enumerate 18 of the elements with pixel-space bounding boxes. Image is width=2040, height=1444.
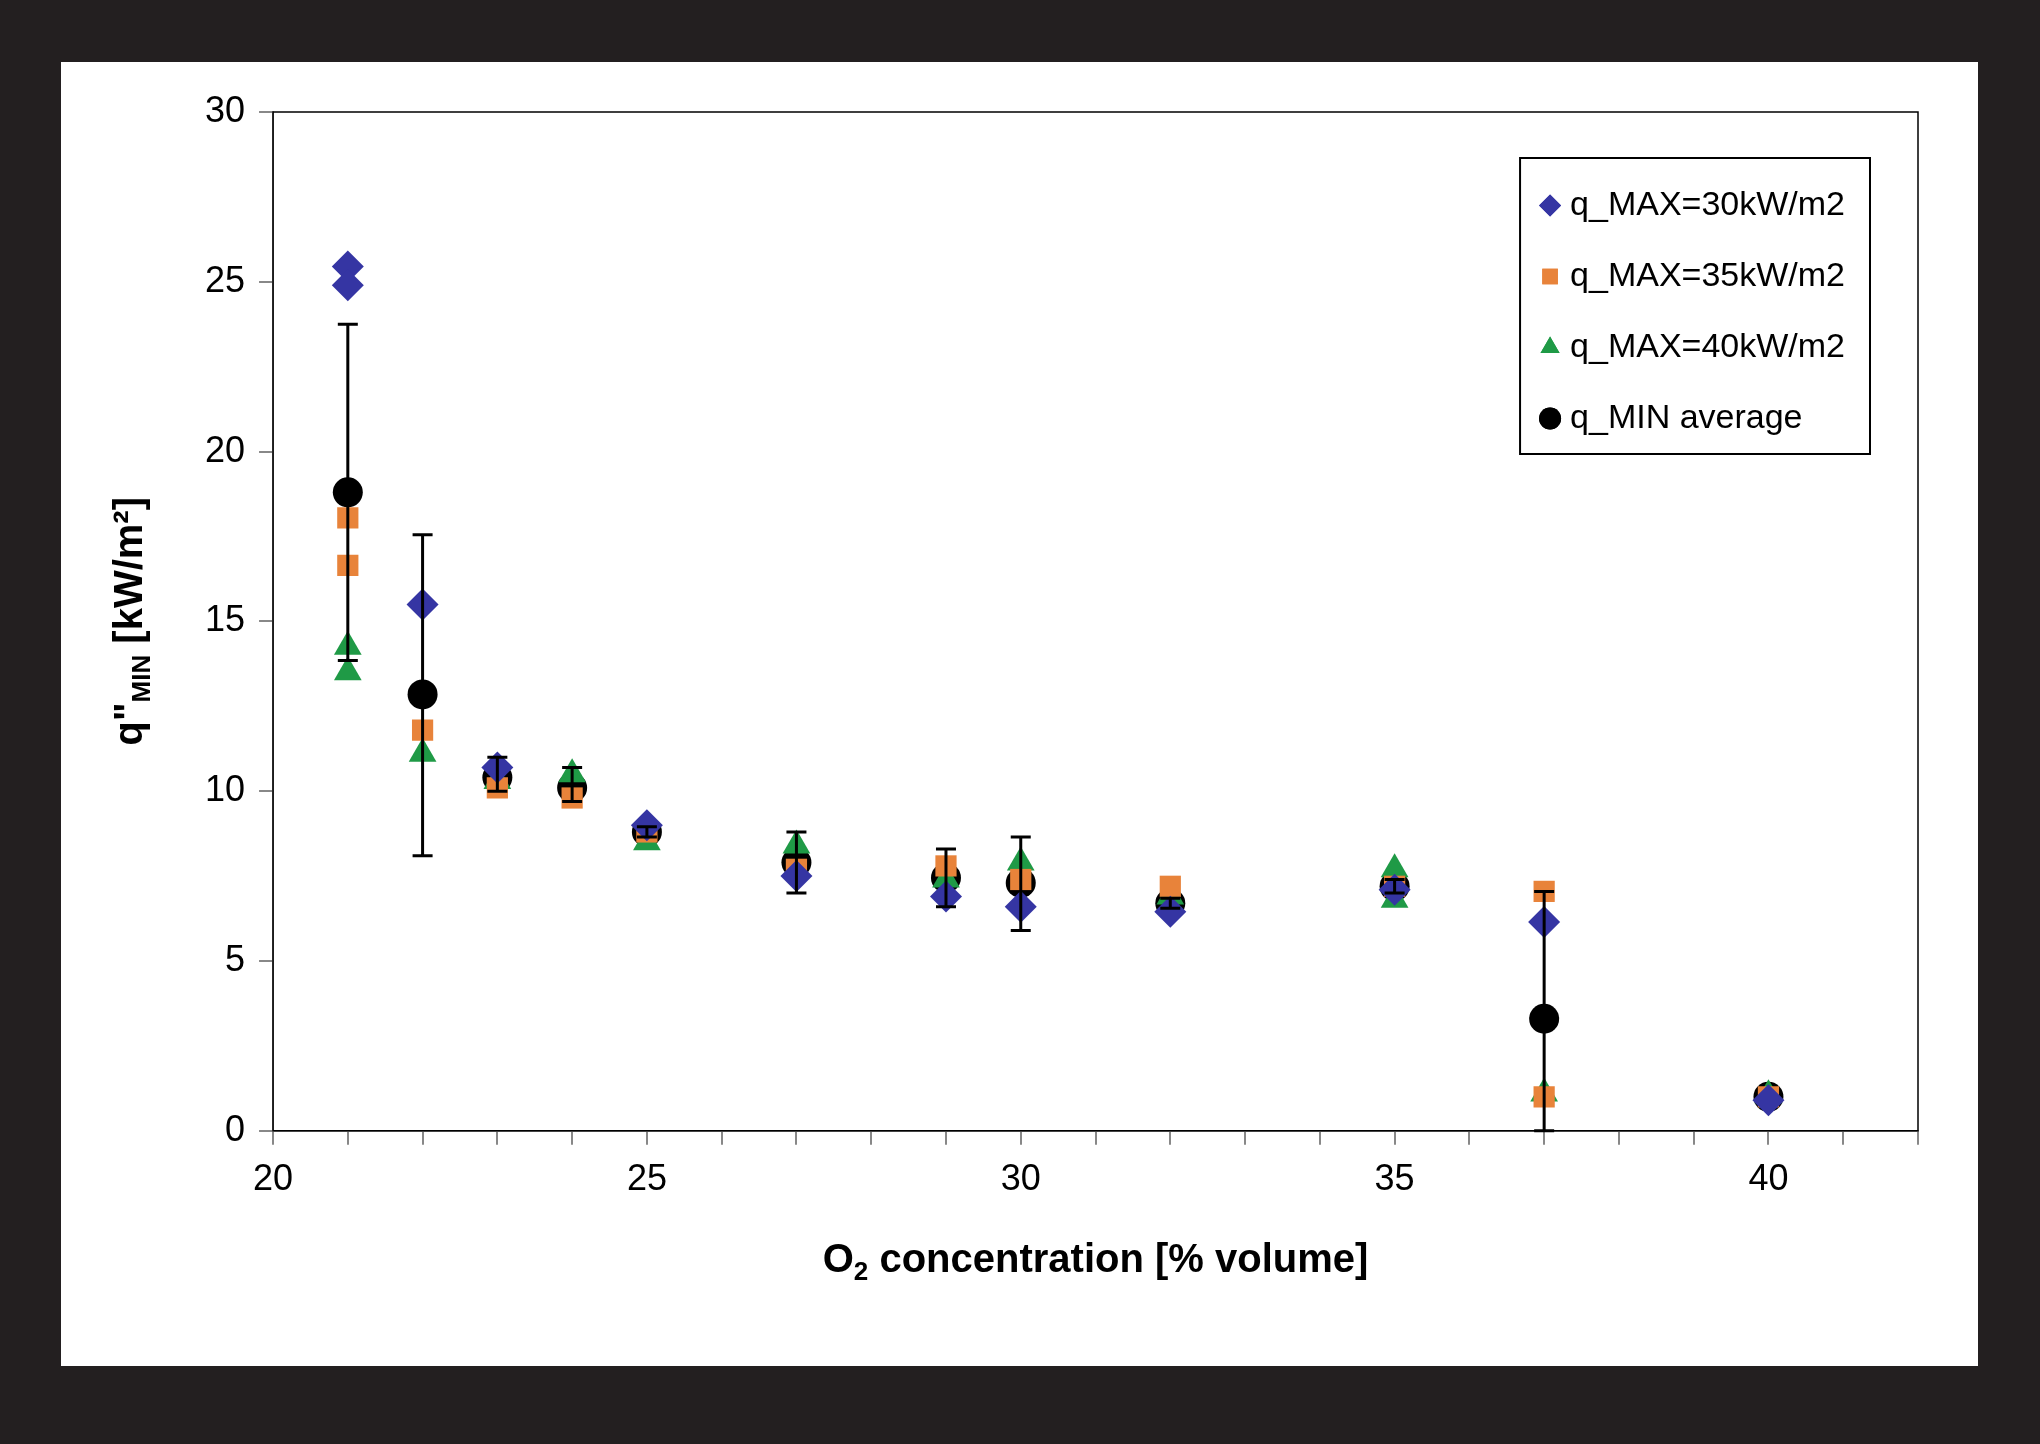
x-tick-label: 35	[1374, 1157, 1415, 1199]
y-tick-label: 30	[205, 88, 246, 130]
y-tick-label: 10	[205, 768, 246, 810]
x-tick-label: 25	[626, 1157, 667, 1199]
y-tick-label: 15	[205, 598, 246, 640]
y-tick-label: 5	[225, 937, 246, 979]
legend-label: q_MIN average	[1570, 396, 1803, 435]
point	[1159, 875, 1181, 897]
y-tick-label: 0	[225, 1107, 246, 1149]
legend-label: q_MAX=30kW/m2	[1570, 183, 1846, 222]
x-tick-label: 40	[1748, 1157, 1789, 1199]
y-tick-label: 25	[205, 258, 246, 300]
x-tick-label: 20	[253, 1157, 294, 1199]
x-tick-label: 30	[1000, 1157, 1041, 1199]
legend-label: q_MAX=35kW/m2	[1570, 254, 1846, 293]
y-axis-title: q"MIN [kW/m²]	[106, 496, 157, 746]
legend-label: q_MAX=40kW/m2	[1570, 325, 1846, 364]
y-tick-label: 20	[205, 428, 246, 470]
